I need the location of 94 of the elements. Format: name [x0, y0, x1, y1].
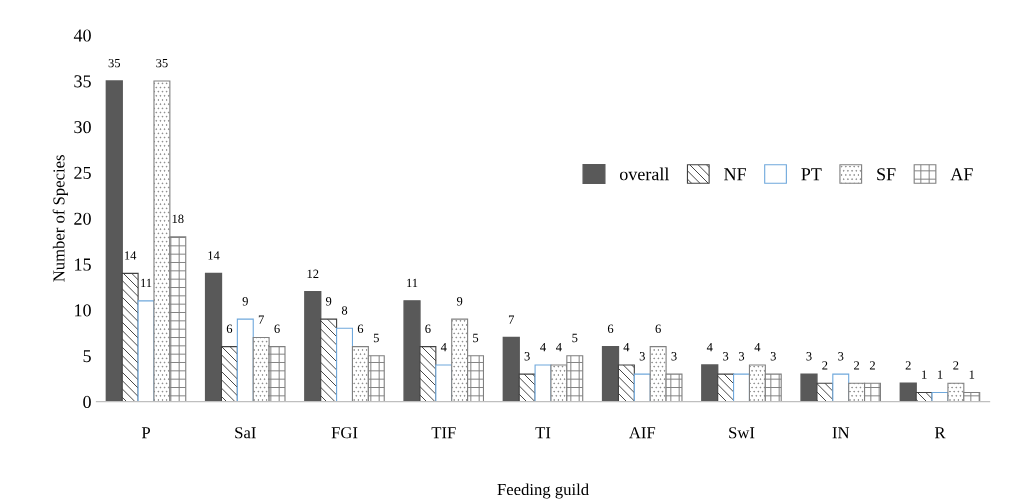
x-tick-label: SwI — [729, 427, 755, 439]
data-label: 4 — [623, 342, 630, 352]
bar — [236, 318, 254, 402]
bar — [121, 272, 139, 402]
data-label: 5 — [473, 333, 479, 343]
data-label: 11 — [407, 278, 418, 288]
data-label: 9 — [242, 297, 248, 306]
bar — [336, 327, 354, 402]
data-label: 3 — [738, 352, 745, 361]
y-tick-label: 20 — [74, 212, 91, 225]
data-label: 6 — [357, 324, 364, 333]
bar — [105, 80, 123, 402]
legend-label: NF — [724, 168, 746, 181]
bar — [701, 364, 719, 402]
bar — [320, 318, 338, 402]
data-label: 35 — [156, 58, 168, 68]
x-tick-label: FGI — [331, 427, 358, 439]
bar — [899, 382, 917, 402]
x-tick-label: P — [141, 427, 151, 439]
legend-label: PT — [801, 168, 822, 181]
y-axis-title: Number of Species — [52, 155, 68, 282]
data-label: 4 — [754, 342, 761, 352]
x-tick-label: IN — [832, 427, 850, 439]
data-label: 6 — [274, 324, 280, 333]
data-label: 1 — [937, 370, 943, 379]
y-tick-label: 30 — [74, 121, 91, 134]
data-label: 7 — [258, 315, 264, 324]
data-label: 7 — [508, 315, 515, 324]
bar — [617, 364, 635, 402]
data-label: 4 — [540, 342, 546, 352]
bar — [601, 345, 620, 402]
data-label: 3 — [639, 352, 645, 361]
y-tick-label: 10 — [75, 304, 91, 317]
data-label: 3 — [838, 352, 844, 361]
data-label: 2 — [822, 361, 828, 370]
data-label: 4 — [440, 342, 447, 352]
bar — [435, 364, 453, 402]
data-label: 3 — [723, 352, 729, 361]
x-tick-label: TIF — [431, 427, 456, 439]
data-label: 3 — [671, 352, 677, 361]
data-label: 12 — [307, 269, 319, 278]
x-tick-label: SaI — [235, 427, 256, 439]
data-label: 3 — [524, 352, 530, 361]
data-label: 3 — [806, 352, 812, 361]
data-label: 14 — [208, 251, 220, 260]
bar — [832, 373, 850, 402]
data-label: 2 — [905, 361, 911, 370]
bar — [717, 373, 735, 402]
data-label: 14 — [125, 251, 137, 260]
bar — [204, 272, 223, 402]
y-tick-label: 5 — [83, 350, 91, 363]
bar — [220, 346, 238, 402]
data-label: 6 — [425, 324, 431, 333]
legend-label: AF — [950, 168, 973, 181]
data-label: 4 — [556, 342, 562, 352]
y-tick-label: 25 — [74, 166, 91, 179]
bar — [304, 290, 322, 402]
data-label: 2 — [869, 361, 875, 370]
y-tick-label: 40 — [73, 29, 91, 42]
y-tick-label: 0 — [83, 395, 91, 409]
y-tick-label: 35 — [74, 75, 91, 88]
x-tick-label: R — [934, 427, 946, 439]
data-label: 6 — [655, 324, 661, 333]
bar — [419, 346, 437, 402]
bar — [534, 364, 552, 402]
data-label: 11 — [141, 278, 152, 288]
data-label: 6 — [607, 324, 614, 333]
data-label: 2 — [854, 361, 860, 370]
bar — [733, 373, 751, 402]
bar — [800, 373, 818, 402]
legend-label: overall — [619, 167, 670, 181]
data-label: 35 — [108, 58, 121, 68]
y-tick-label: 15 — [75, 258, 91, 271]
legend-label: SF — [877, 168, 896, 181]
bar — [816, 382, 834, 402]
data-label: 1 — [969, 370, 975, 379]
data-label: 6 — [226, 324, 233, 333]
data-label: 9 — [456, 297, 463, 306]
data-label: 18 — [172, 214, 184, 224]
data-label: 8 — [341, 306, 348, 315]
bar — [502, 336, 520, 402]
x-tick-label: TI — [535, 427, 551, 439]
data-label: 4 — [706, 342, 713, 352]
bar — [403, 300, 421, 402]
bar — [633, 373, 651, 402]
x-tick-label: AIF — [629, 427, 656, 439]
data-label: 5 — [373, 333, 379, 343]
data-label: 3 — [770, 352, 776, 361]
x-axis-title: Feeding guild — [497, 483, 589, 499]
data-label: 9 — [325, 297, 332, 306]
data-label: 2 — [953, 361, 959, 370]
data-label: 1 — [922, 370, 927, 379]
data-label: 5 — [572, 333, 578, 343]
bar — [137, 300, 155, 402]
